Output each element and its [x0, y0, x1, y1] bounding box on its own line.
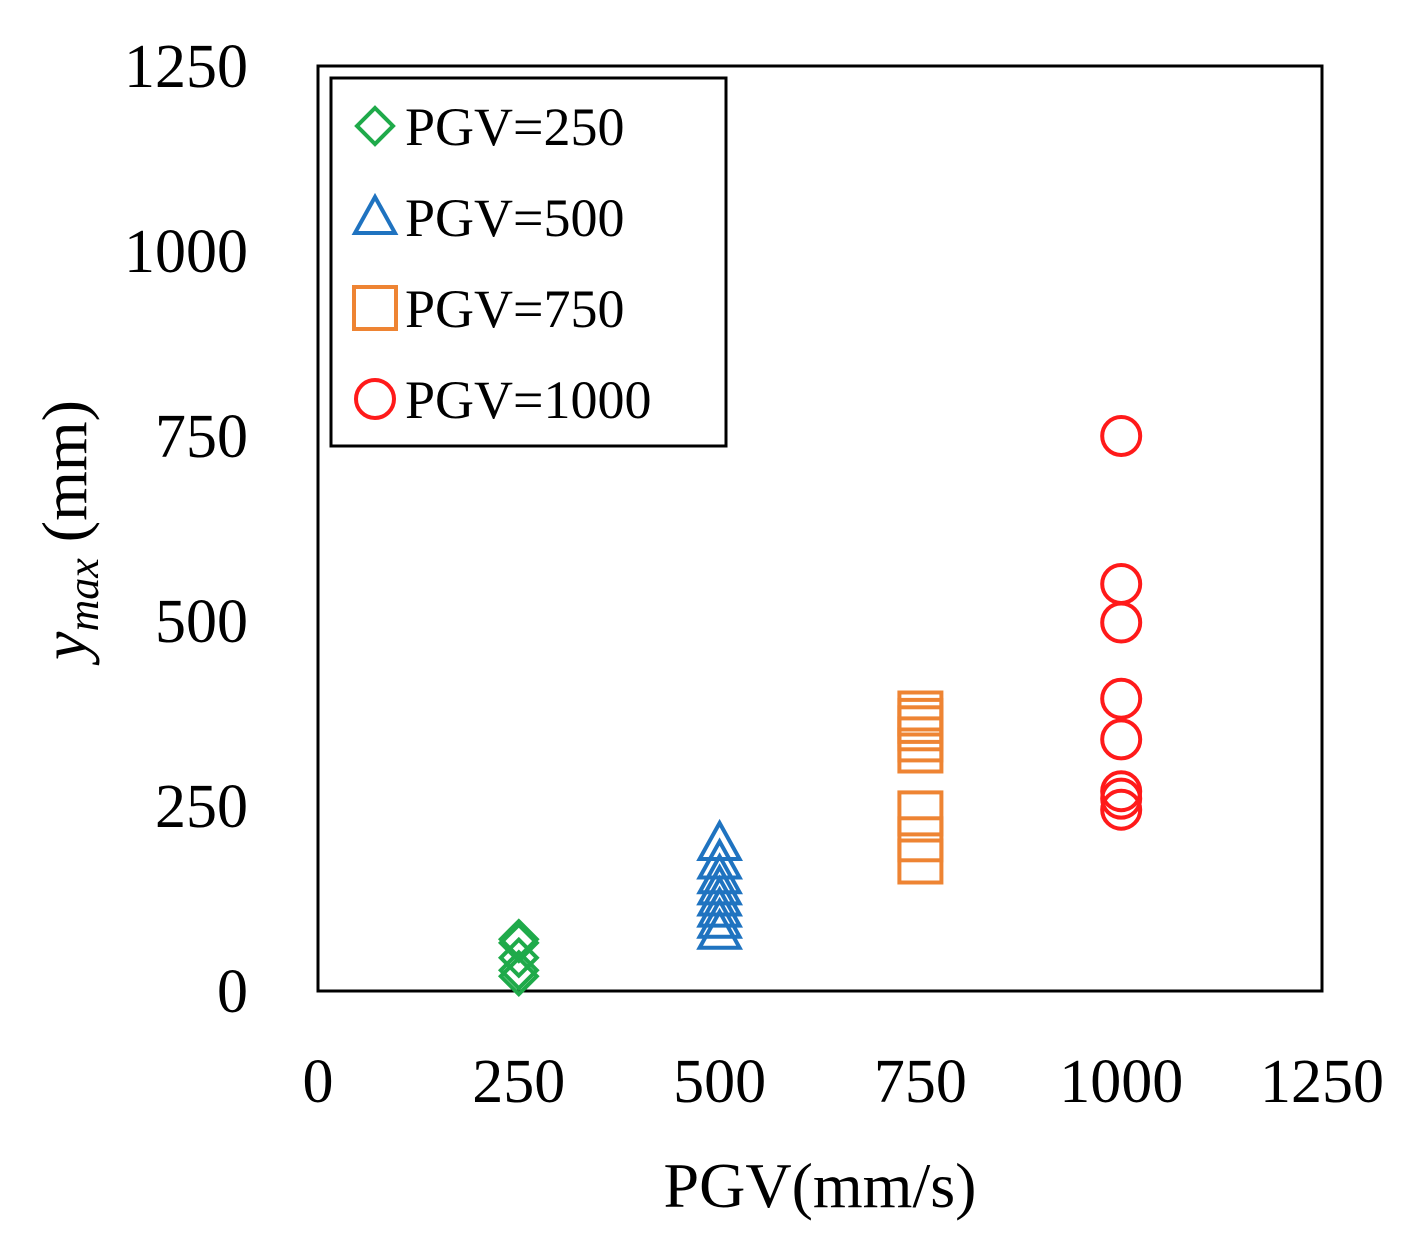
circle-marker-point [1100, 415, 1143, 457]
y-axis-title-subscript: max [59, 558, 108, 632]
square-marker-point [897, 790, 944, 837]
circle-marker-point [1100, 563, 1143, 605]
y-axis-title-variable: y [29, 631, 100, 666]
diamond-marker-point [497, 955, 540, 998]
x-tick-label: 1000 [1059, 1048, 1183, 1116]
circle-marker-point [1100, 788, 1143, 831]
y-axis-title-unit: (mm) [29, 400, 100, 558]
y-tick-label: 1250 [124, 33, 248, 101]
y-axis-title: ymax (mm) [29, 400, 108, 666]
x-tick-label: 500 [673, 1048, 766, 1116]
x-tick-label: 1250 [1260, 1048, 1384, 1116]
x-tick-label: 750 [874, 1048, 967, 1116]
legend-entry-label: PGV=1000 [405, 370, 651, 430]
circle-marker-point [1100, 770, 1143, 813]
triangle-marker-point [696, 907, 743, 950]
triangle-marker-point [696, 874, 743, 917]
y-tick-label: 750 [155, 403, 248, 471]
data-markers [497, 415, 1143, 998]
y-tick-label: 1000 [124, 218, 248, 286]
circle-marker-point [1100, 718, 1143, 761]
legend-square-icon [352, 285, 398, 331]
x-tick-label: 250 [472, 1048, 565, 1116]
y-tick-label: 0 [217, 958, 248, 1026]
square-marker-point [897, 816, 944, 863]
legend-entry-label: PGV=500 [405, 188, 624, 248]
legend-entry-label: PGV=250 [405, 97, 624, 157]
y-tick-label: 250 [155, 773, 248, 841]
legend-diamond-icon [354, 105, 396, 147]
diamond-marker-point [497, 922, 540, 964]
legend: PGV=250 PGV=500 PGV=750 PGV=1000 [329, 76, 728, 448]
legend-box [329, 76, 728, 448]
legend-circle-icon [354, 378, 396, 420]
triangle-marker-point [696, 852, 743, 895]
x-axis-ticks: 0 250 500 750 1000 1250 [303, 1048, 1385, 1116]
square-marker-point [897, 690, 944, 737]
svg-text:ymax (mm): ymax (mm) [29, 400, 108, 666]
y-axis-ticks: 0 250 500 750 1000 1250 [124, 33, 248, 1026]
x-axis-title: PGV(mm/s) [664, 1150, 977, 1221]
triangle-marker-point [696, 818, 743, 861]
triangle-marker-point [696, 896, 743, 939]
triangle-marker-point [696, 885, 743, 928]
diamond-marker-point [497, 918, 540, 961]
triangle-marker-point [696, 863, 743, 906]
y-tick-label: 500 [155, 588, 248, 656]
x-tick-label: 0 [303, 1048, 334, 1116]
circle-marker-point [1100, 677, 1143, 720]
legend-entry-label: PGV=750 [405, 279, 624, 339]
legend-triangle-icon [351, 192, 399, 235]
